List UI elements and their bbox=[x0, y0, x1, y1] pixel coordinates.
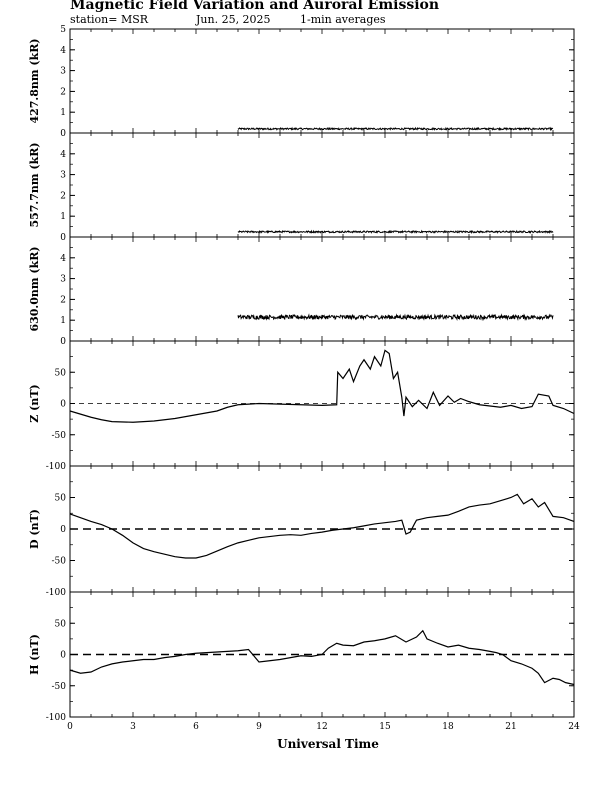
y-tick-label: 0 bbox=[60, 651, 66, 661]
series-line-p5577 bbox=[237, 229, 554, 235]
y-axis-label: H (nT) bbox=[28, 634, 41, 675]
x-tick-label: 9 bbox=[256, 722, 262, 732]
y-tick-label: 4 bbox=[60, 254, 66, 264]
y-tick-label: 2 bbox=[60, 191, 66, 201]
y-tick-label: 4 bbox=[60, 150, 66, 160]
series-line-pH bbox=[69, 629, 575, 686]
panel-p5577: 0 1 2 3 4 557.7nm (kR) bbox=[28, 132, 575, 243]
panel-frame bbox=[69, 132, 575, 238]
y-tick-label: 0 bbox=[60, 129, 66, 139]
y-axis-label: 427.8nm (kR) bbox=[28, 38, 41, 123]
y-tick-label: -50 bbox=[52, 682, 67, 692]
y-tick-label: 4 bbox=[60, 46, 66, 56]
y-tick-label: 1 bbox=[60, 316, 66, 326]
y-tick-label: 2 bbox=[60, 295, 66, 305]
x-tick-label: 3 bbox=[130, 722, 136, 732]
panel-frame bbox=[69, 236, 575, 342]
y-tick-label: 50 bbox=[55, 494, 67, 504]
y-tick-label: 50 bbox=[55, 619, 67, 629]
x-tick-label: 21 bbox=[505, 722, 516, 732]
y-tick-label: 0 bbox=[60, 337, 66, 347]
x-tick-label: 24 bbox=[568, 722, 580, 732]
panel-frame bbox=[69, 28, 575, 134]
series-line-pZ bbox=[69, 349, 575, 423]
y-axis-label: D (nT) bbox=[28, 509, 41, 549]
y-axis-label: 630.0nm (kR) bbox=[28, 246, 41, 331]
y-axis-label: 557.7nm (kR) bbox=[28, 142, 41, 227]
y-tick-label: 3 bbox=[60, 67, 66, 77]
y-tick-label: 3 bbox=[60, 171, 66, 181]
y-tick-label: -100 bbox=[46, 713, 66, 723]
x-tick-label: 15 bbox=[379, 722, 391, 732]
panel-pZ: -100 -50 0 50 Z (nT) bbox=[28, 340, 575, 472]
series-line-pD bbox=[69, 493, 575, 559]
y-tick-label: -100 bbox=[46, 462, 66, 472]
y-tick-label: 0 bbox=[60, 400, 66, 410]
y-tick-label: 0 bbox=[60, 525, 66, 535]
y-tick-label: -50 bbox=[52, 557, 67, 567]
y-tick-label: -50 bbox=[52, 431, 67, 441]
x-tick-label: 0 bbox=[67, 722, 73, 732]
panel-pH: -100 -50 0 50 H (nT) bbox=[28, 591, 575, 723]
x-tick-label: 6 bbox=[193, 722, 199, 732]
y-tick-label: 0 bbox=[60, 233, 66, 243]
y-axis-label: Z (nT) bbox=[28, 384, 41, 422]
chart-title: Magnetic Field Variation and Auroral Emi… bbox=[70, 0, 439, 13]
y-tick-label: 3 bbox=[60, 275, 66, 285]
series-line-p6300 bbox=[237, 313, 554, 322]
x-tick-label: 18 bbox=[442, 722, 454, 732]
y-tick-label: 50 bbox=[55, 368, 67, 378]
station-label: station= MSR bbox=[70, 13, 149, 26]
series-line-p4278 bbox=[237, 126, 554, 132]
panel-p4278: 0 1 2 3 4 5 427.8nm (kR) bbox=[28, 25, 575, 139]
y-tick-label: 5 bbox=[60, 25, 66, 35]
date-label: Jun. 25, 2025 bbox=[195, 13, 271, 26]
y-tick-label: -100 bbox=[46, 588, 66, 598]
panel-pD: -100 -50 0 50 D (nT) bbox=[28, 465, 575, 598]
y-tick-label: 1 bbox=[60, 212, 66, 222]
y-tick-label: 2 bbox=[60, 87, 66, 97]
x-tick-label: 12 bbox=[316, 722, 327, 732]
y-tick-label: 1 bbox=[60, 108, 66, 118]
x-axis-label: Universal Time bbox=[277, 737, 379, 751]
panel-p6300: 0 1 2 3 4 630.0nm (kR) bbox=[28, 236, 575, 347]
averaging-label: 1-min averages bbox=[300, 13, 386, 26]
